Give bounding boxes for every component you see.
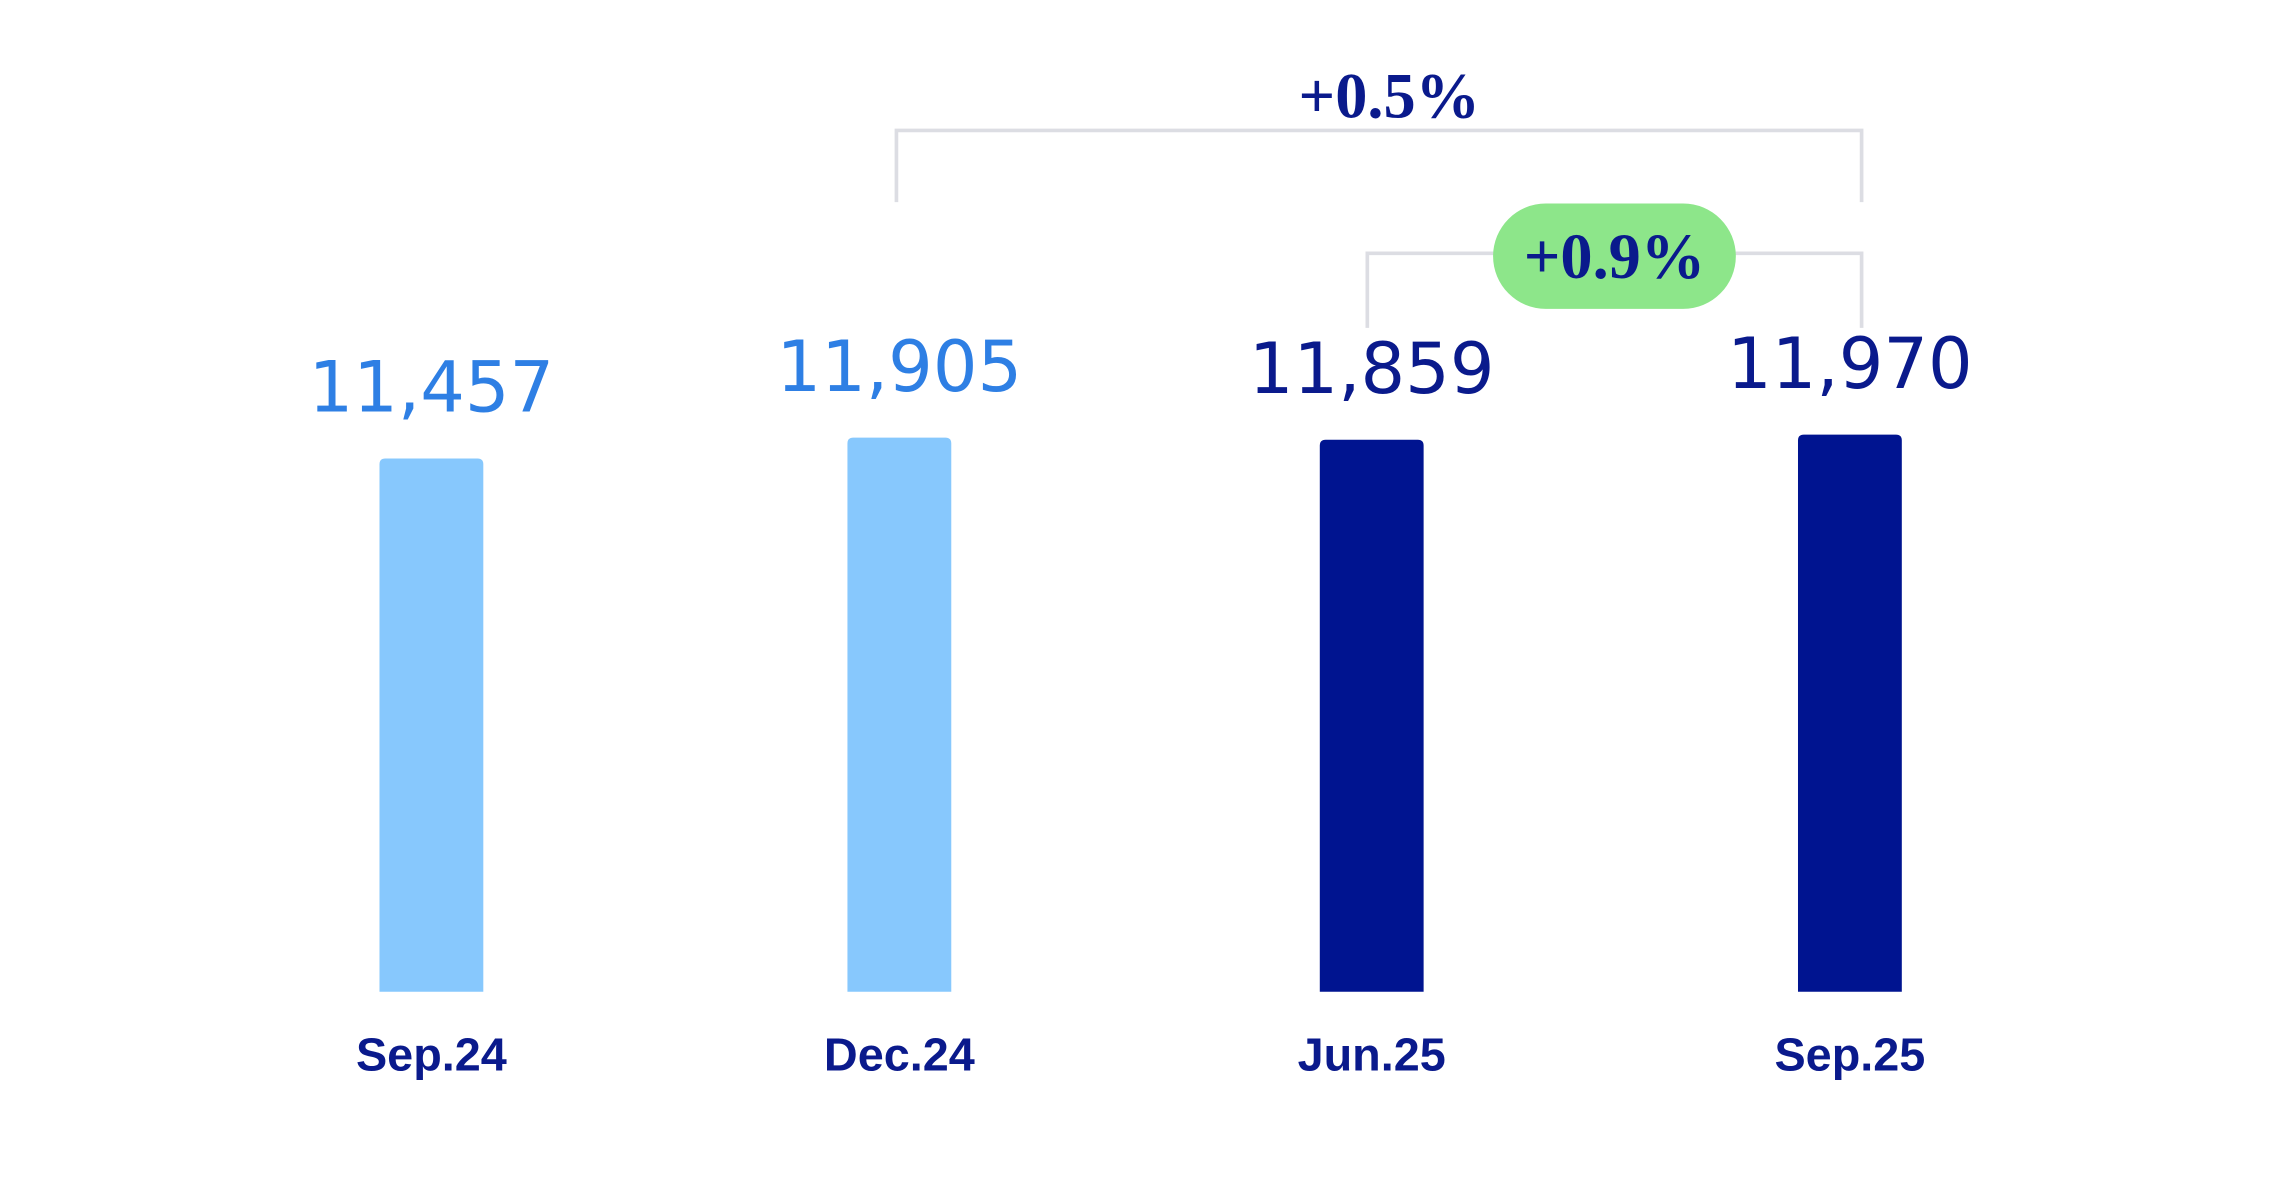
change-annotation: +0.5% — [1299, 60, 1480, 131]
x-tick-label: Sep.24 — [356, 1029, 507, 1081]
bar — [379, 458, 484, 992]
x-tick-label: Dec.24 — [824, 1029, 975, 1081]
value-label: 11,970 — [1727, 323, 1973, 405]
change-pill — [1493, 203, 1736, 309]
x-tick-label: Sep.25 — [1774, 1029, 1925, 1081]
value-label: 11,457 — [309, 347, 555, 429]
bar — [1319, 439, 1424, 992]
bar — [847, 437, 952, 992]
bar — [1797, 434, 1902, 992]
bracket — [894, 128, 1864, 203]
x-tick-label: Jun.25 — [1298, 1029, 1446, 1081]
value-label: 11,905 — [777, 326, 1023, 408]
change-annotation: +0.9% — [1524, 221, 1705, 292]
value-label: 11,859 — [1249, 328, 1495, 410]
